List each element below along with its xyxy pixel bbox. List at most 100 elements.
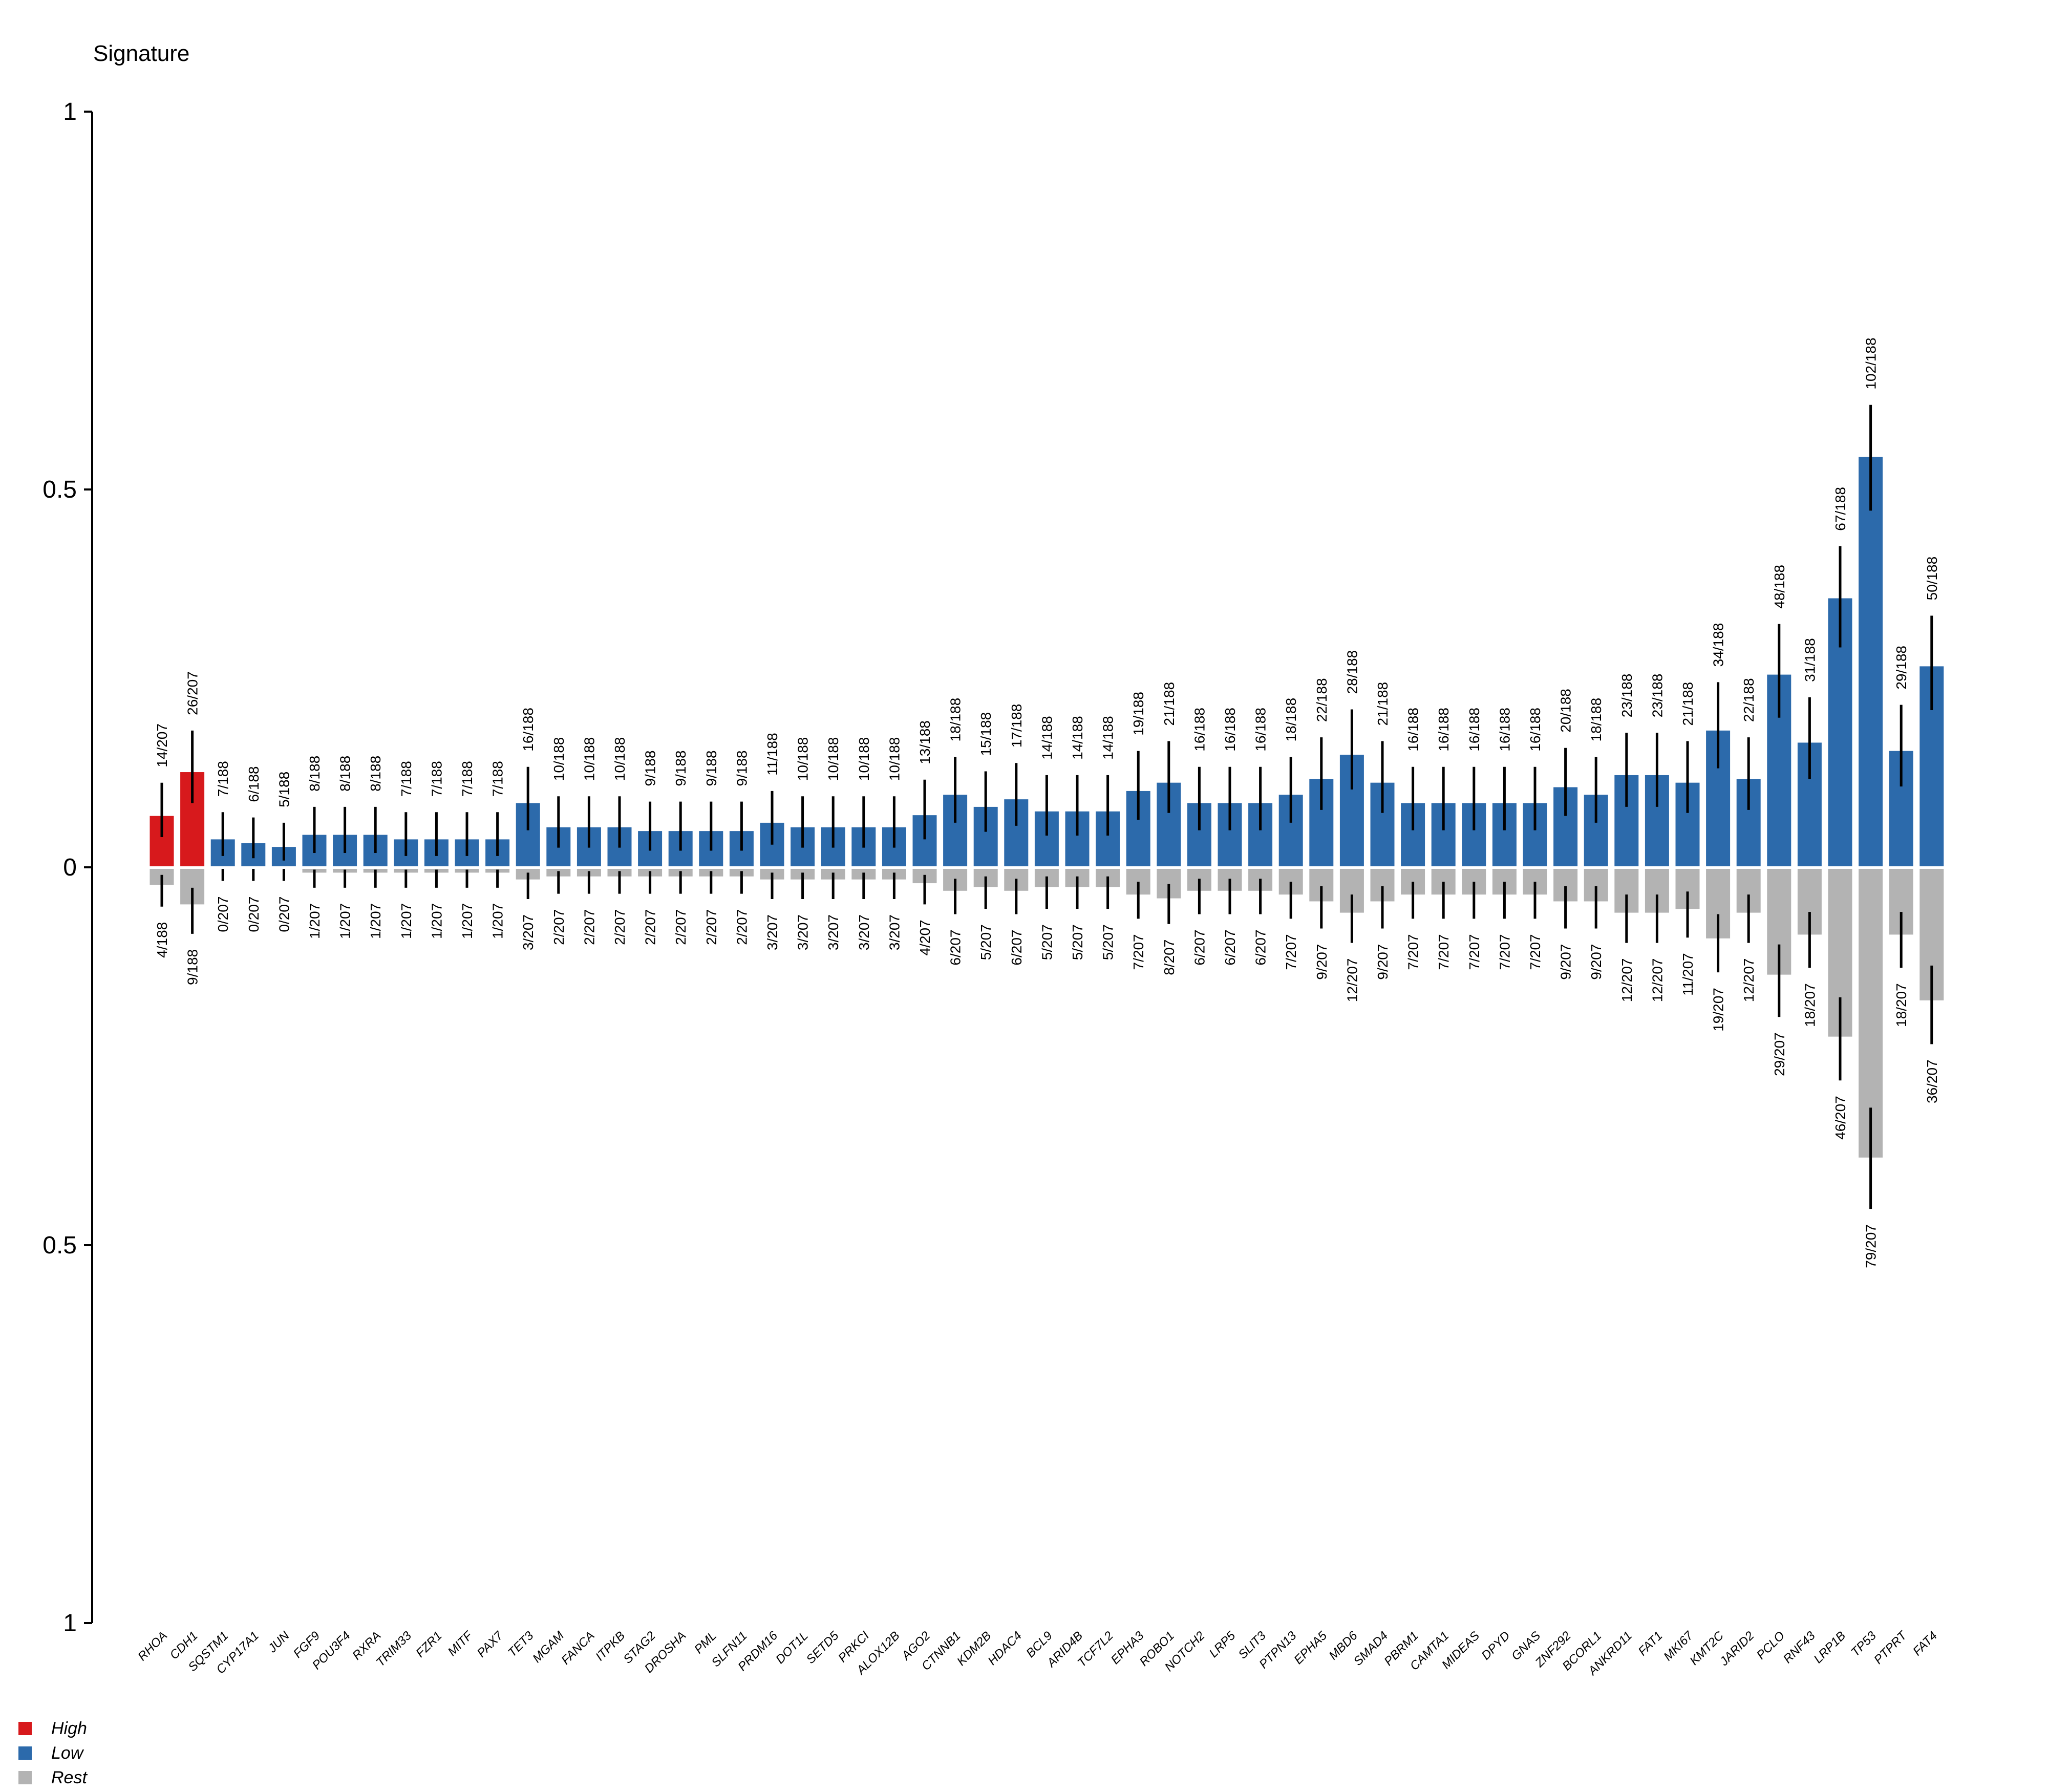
data-label-upper: 10/188 (886, 737, 902, 781)
data-label-lower: 12/207 (1344, 958, 1360, 1002)
data-label-upper: 14/188 (1070, 716, 1085, 760)
data-label-upper: 11/188 (764, 733, 780, 776)
data-label-lower: 7/207 (1130, 934, 1146, 970)
data-label-upper: 9/188 (703, 751, 719, 786)
data-label-upper: 10/188 (825, 737, 841, 781)
legend-label-low: Low (51, 1743, 83, 1763)
data-label-upper: 34/188 (1711, 623, 1726, 667)
data-label-lower: 9/207 (1558, 944, 1574, 980)
y-tick-label: 0 (63, 854, 77, 881)
data-label-lower: 3/207 (886, 914, 902, 950)
data-label-upper: 15/188 (978, 712, 994, 756)
data-label-upper: 8/188 (307, 756, 323, 792)
data-label-upper: 28/188 (1344, 650, 1360, 694)
data-label-lower: 6/207 (1222, 930, 1238, 966)
data-label-lower: 5/207 (1070, 924, 1085, 960)
legend: High Low Rest (18, 1716, 87, 1790)
data-label-upper: 16/188 (1466, 708, 1482, 752)
data-label-lower: 1/207 (398, 903, 414, 939)
data-label-lower: 7/207 (1497, 934, 1512, 970)
category-label: KDM2B (954, 1629, 994, 1669)
data-label-lower: 1/207 (368, 903, 383, 939)
data-label-upper: 50/188 (1924, 557, 1940, 601)
data-label-lower: 9/207 (1375, 944, 1391, 980)
category-label: JUN (265, 1629, 292, 1656)
data-label-upper: 18/188 (948, 698, 964, 742)
data-label-upper: 20/188 (1558, 689, 1574, 733)
data-label-lower: 5/207 (1100, 924, 1116, 960)
data-label-lower: 2/207 (734, 909, 750, 945)
data-label-lower: 2/207 (643, 909, 658, 945)
legend-item-high: High (18, 1716, 87, 1741)
data-label-lower: 12/207 (1619, 958, 1635, 1002)
legend-label-high: High (51, 1718, 87, 1738)
y-tick-label: 0.5 (42, 1232, 77, 1259)
data-label-upper: 19/188 (1130, 692, 1146, 736)
data-label-upper: 16/188 (1527, 708, 1543, 752)
data-label-upper: 7/188 (490, 761, 506, 797)
category-label: RNF43 (1781, 1629, 1818, 1666)
data-label-upper: 7/188 (429, 761, 444, 797)
data-label-lower: 18/207 (1893, 983, 1909, 1027)
data-label-lower: 4/188 (154, 922, 170, 958)
data-label-upper: 21/188 (1375, 682, 1391, 726)
data-label-lower: 11/207 (1680, 953, 1696, 996)
category-label: DPYD (1479, 1629, 1512, 1662)
y-tick-label: 1 (63, 98, 77, 125)
data-label-lower: 1/207 (307, 903, 323, 939)
data-label-lower: 3/207 (856, 914, 872, 950)
data-label-upper: 13/188 (917, 720, 933, 764)
data-label-upper: 26/207 (185, 671, 201, 715)
data-label-lower: 3/207 (795, 914, 811, 950)
data-label-upper: 16/188 (1222, 708, 1238, 752)
data-label-lower: 3/207 (520, 914, 536, 950)
data-label-lower: 1/207 (459, 903, 475, 939)
data-label-upper: 8/188 (368, 756, 383, 792)
data-label-lower: 3/207 (764, 914, 780, 950)
data-label-lower: 6/207 (1253, 930, 1269, 966)
data-label-lower: 12/207 (1741, 958, 1757, 1002)
category-label: HDAC4 (985, 1629, 1025, 1668)
legend-swatch-high (18, 1722, 32, 1735)
data-label-lower: 2/207 (551, 909, 567, 945)
legend-swatch-low (18, 1746, 32, 1760)
data-label-lower: 9/207 (1314, 944, 1330, 980)
data-label-lower: 0/207 (276, 897, 292, 932)
data-label-lower: 1/207 (337, 903, 353, 939)
data-label-upper: 6/188 (246, 766, 262, 802)
chart-title: Signature (93, 41, 190, 66)
data-label-upper: 14/188 (1039, 716, 1055, 760)
data-label-lower: 19/207 (1711, 988, 1726, 1032)
data-label-upper: 31/188 (1802, 638, 1818, 682)
data-label-lower: 0/207 (246, 897, 262, 932)
data-label-upper: 9/188 (673, 751, 689, 786)
data-label-lower: 1/207 (429, 903, 444, 939)
data-label-lower: 2/207 (612, 909, 628, 945)
category-label: PML (692, 1629, 719, 1656)
category-label: FAT4 (1910, 1629, 1940, 1658)
data-label-lower: 9/207 (1588, 944, 1604, 980)
data-label-upper: 16/188 (1191, 708, 1207, 752)
data-label-lower: 3/207 (825, 914, 841, 950)
data-label-upper: 21/188 (1680, 682, 1696, 726)
data-label-upper: 102/188 (1863, 337, 1879, 389)
category-label: RHOA (135, 1629, 170, 1663)
data-label-upper: 14/207 (154, 723, 170, 767)
data-label-lower: 2/207 (703, 909, 719, 945)
data-label-lower: 6/207 (1009, 930, 1025, 966)
category-label: SETD5 (804, 1629, 842, 1667)
data-label-lower: 29/207 (1772, 1032, 1787, 1076)
data-label-lower: 7/207 (1283, 934, 1299, 970)
data-label-upper: 22/188 (1741, 678, 1757, 722)
data-label-lower: 36/207 (1924, 1059, 1940, 1103)
category-label: LRP1B (1811, 1629, 1848, 1666)
data-label-upper: 7/188 (459, 761, 475, 797)
data-label-lower: 7/207 (1436, 934, 1452, 970)
data-label-lower: 7/207 (1527, 934, 1543, 970)
data-label-upper: 10/188 (551, 737, 567, 781)
data-label-upper: 16/188 (520, 708, 536, 752)
data-label-lower: 7/207 (1466, 934, 1482, 970)
data-label-upper: 10/188 (856, 737, 872, 781)
data-label-lower: 79/207 (1863, 1224, 1879, 1268)
